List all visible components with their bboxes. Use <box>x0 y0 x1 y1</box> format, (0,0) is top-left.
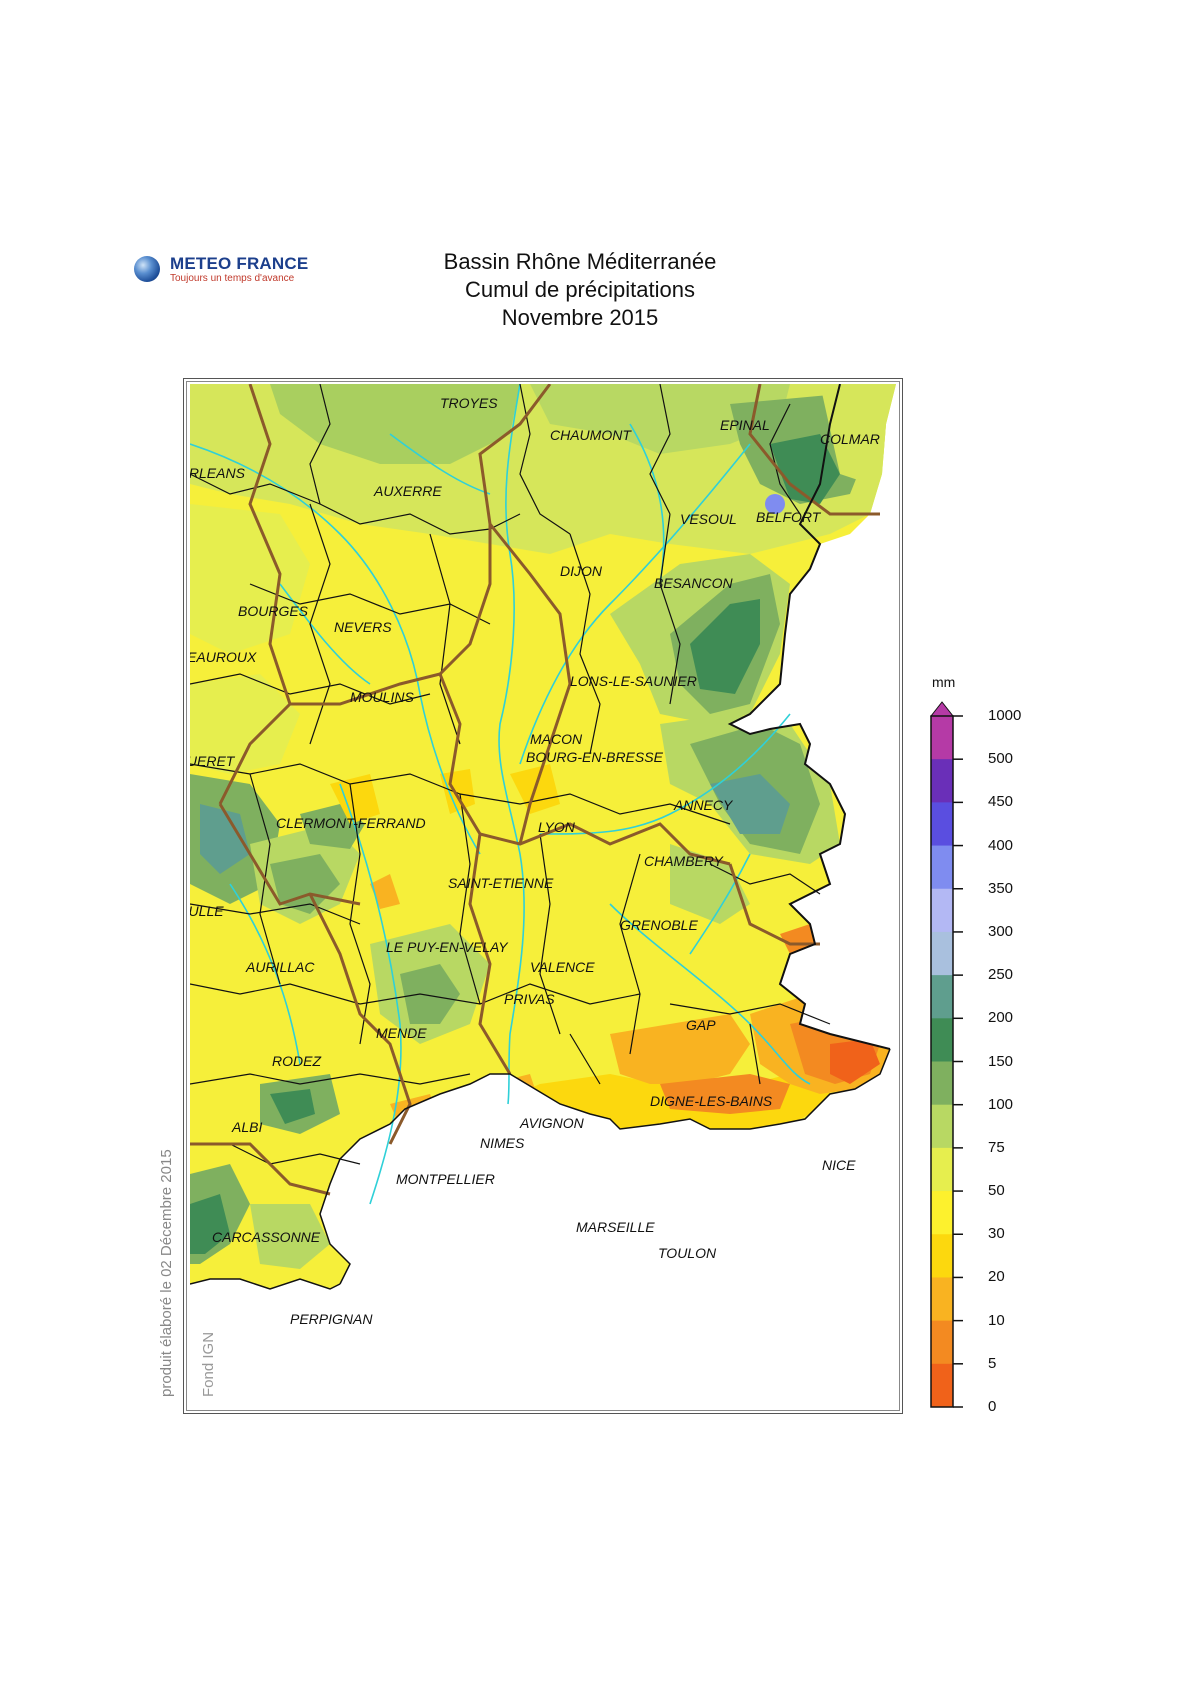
city-label: CHAMBERY <box>644 853 724 869</box>
legend-color-swatch <box>931 975 953 1019</box>
legend-level-label: 0 <box>988 1398 997 1415</box>
legend-level-label: 500 <box>988 750 1014 768</box>
city-label: MARSEILLE <box>576 1219 655 1235</box>
pyrenees-border <box>190 1278 341 1290</box>
city-label: EPINAL <box>720 417 770 433</box>
map-title-block: Bassin Rhône Méditerranée Cumul de préci… <box>330 248 830 332</box>
legend-level-label: 450 <box>988 793 1014 811</box>
city-label: AUXERRE <box>373 483 442 499</box>
city-label: ALBI <box>231 1119 262 1135</box>
city-label: BOURG-EN-BRESSE <box>526 749 664 765</box>
city-label: LE PUY-EN-VELAY <box>386 939 509 955</box>
city-label: LYON <box>538 819 576 835</box>
city-label: NICE <box>822 1157 856 1173</box>
city-label: ORLEANS <box>190 465 246 481</box>
legend-color-swatch <box>931 1234 953 1278</box>
legend-color-swatch <box>931 888 953 933</box>
department-borders <box>190 384 831 1165</box>
legend-level-label: 5 <box>988 1354 997 1372</box>
legend-level-label: 20 <box>988 1268 1005 1286</box>
production-credit: produit élaboré le 02 Décembre 2015 <box>158 1149 175 1397</box>
legend-level-label: 150 <box>988 1052 1014 1070</box>
legend-color-swatch <box>931 759 953 803</box>
legend-level-label: 30 <box>988 1225 1005 1243</box>
city-label: BESANCON <box>654 575 733 591</box>
legend-color-swatch <box>931 1191 953 1235</box>
city-label: GAP <box>686 1017 716 1033</box>
city-label: DIJON <box>560 563 603 579</box>
city-label: VESOUL <box>680 511 737 527</box>
rivers <box>190 384 811 1205</box>
legend-level-label: 100 <box>988 1095 1014 1113</box>
city-label: ANNECY <box>673 797 734 813</box>
legend-level-label: 400 <box>988 836 1014 854</box>
city-label: CHAUMONT <box>550 427 632 443</box>
legend-level-label: 50 <box>988 1182 1005 1200</box>
legend-color-swatch <box>931 1147 953 1192</box>
city-label: DIGNE-LES-BAINS <box>650 1093 773 1109</box>
title-line-2: Cumul de précipitations <box>465 277 695 302</box>
legend-level-label: 200 <box>988 1009 1014 1027</box>
city-label: VALENCE <box>530 959 595 975</box>
legend-unit: mm <box>932 674 956 690</box>
city-label: MENDE <box>376 1025 427 1041</box>
city-label: AVIGNON <box>519 1115 585 1131</box>
legend-color-swatch <box>931 1363 953 1408</box>
national-border <box>727 384 891 1050</box>
meteo-france-logo: METEO FRANCE Toujours un temps d'avance <box>134 254 334 288</box>
city-label: COLMAR <box>820 431 880 447</box>
legend-level-label: 250 <box>988 966 1014 984</box>
city-label: CLERMONT-FERRAND <box>276 815 426 831</box>
color-scale-legend <box>929 701 963 1408</box>
city-label: BOURGES <box>238 603 309 619</box>
city-label: TROYES <box>440 395 498 411</box>
city-label: MOULINS <box>350 689 414 705</box>
title-line-3: Novembre 2015 <box>501 305 659 330</box>
legend-color-swatch <box>931 1320 953 1365</box>
city-label: PRIVAS <box>504 991 555 1007</box>
legend-arrow-cap <box>929 701 955 717</box>
city-label: NEVERS <box>334 619 392 635</box>
legend-level-label: 300 <box>988 922 1014 940</box>
coastline <box>319 1048 891 1285</box>
city-label: SAINT-ETIENNE <box>448 875 554 891</box>
city-label: GUERET <box>190 753 236 769</box>
city-label: NIMES <box>480 1135 525 1151</box>
legend-level-label: 75 <box>988 1138 1005 1156</box>
legend-color-swatch <box>931 931 953 976</box>
city-label: MACON <box>530 731 583 747</box>
legend-level-label: 1000 <box>988 707 1022 724</box>
legend-color-swatch <box>931 1104 953 1149</box>
legend-level-label: 350 <box>988 879 1014 897</box>
legend-color-swatch <box>931 1277 953 1322</box>
legend-color-swatch <box>931 802 953 847</box>
city-label: LONS-LE-SAUNIER <box>570 673 697 689</box>
logo-tagline: Toujours un temps d'avance <box>170 273 295 284</box>
region-borders <box>190 384 880 1196</box>
globe-icon <box>134 256 160 282</box>
city-label: CARCASSONNE <box>212 1229 321 1245</box>
precipitation-map: TROYES CHAUMONT EPINAL COLMAR ORLEANS AU… <box>190 384 896 1327</box>
city-label: CHATEAUROUX <box>190 649 257 665</box>
legend-color-swatch <box>931 1061 953 1106</box>
legend-color-swatch <box>931 1018 953 1062</box>
legend-level-label: 10 <box>988 1311 1005 1329</box>
city-label: MONTPELLIER <box>396 1171 495 1187</box>
legend-color-swatch <box>931 845 953 890</box>
city-label: RODEZ <box>272 1053 321 1069</box>
title-line-1: Bassin Rhône Méditerranée <box>443 249 717 274</box>
city-label: AURILLAC <box>245 959 315 975</box>
logo-name: METEO FRANCE <box>170 254 309 273</box>
city-labels: TROYES CHAUMONT EPINAL COLMAR ORLEANS AU… <box>190 395 880 1327</box>
legend-color-swatch <box>931 716 953 760</box>
basemap-credit: Fond IGN <box>200 1331 217 1397</box>
city-label: PERPIGNAN <box>290 1311 373 1327</box>
city-label: TULLE <box>190 903 224 919</box>
city-label: GRENOBLE <box>620 917 698 933</box>
city-label: TOULON <box>658 1245 717 1261</box>
city-label: BELFORT <box>756 509 822 525</box>
precipitation-fields <box>190 384 896 1289</box>
